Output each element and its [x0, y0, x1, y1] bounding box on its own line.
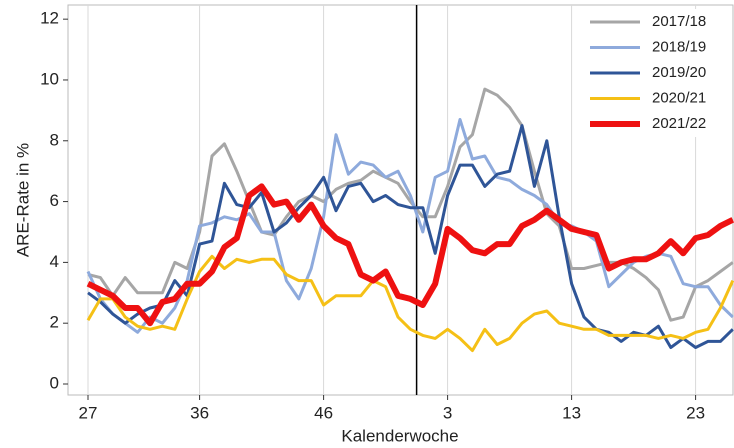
legend-label: 2021/22: [652, 115, 706, 132]
legend-label: 2020/21: [652, 89, 706, 106]
x-tick-label: 23: [686, 403, 705, 422]
y-tick-label: 12: [40, 9, 59, 28]
y-tick-label: 4: [50, 252, 59, 271]
series-line: [86, 254, 734, 353]
x-tick-label: 46: [314, 403, 333, 422]
legend-label: 2017/18: [652, 13, 706, 30]
y-axis-label: ARE-Rate in %: [13, 143, 32, 257]
y-tick-label: 6: [50, 191, 59, 210]
series-line: [86, 183, 734, 327]
legend-label: 2019/20: [652, 64, 706, 81]
y-tick-label: 10: [40, 69, 59, 88]
x-tick-label: 27: [79, 403, 98, 422]
series-line: [87, 124, 734, 349]
series-line: [86, 118, 734, 334]
x-tick-label: 3: [443, 403, 452, 422]
x-axis-label: Kalenderwoche: [341, 426, 458, 445]
y-tick-label: 2: [50, 313, 59, 332]
y-tick-label: 0: [50, 373, 59, 392]
x-tick-label: 13: [562, 403, 581, 422]
plot-frame: [67, 4, 734, 396]
x-tick-label: 36: [190, 403, 209, 422]
legend-label: 2018/19: [652, 38, 706, 55]
y-tick-label: 8: [50, 130, 59, 149]
